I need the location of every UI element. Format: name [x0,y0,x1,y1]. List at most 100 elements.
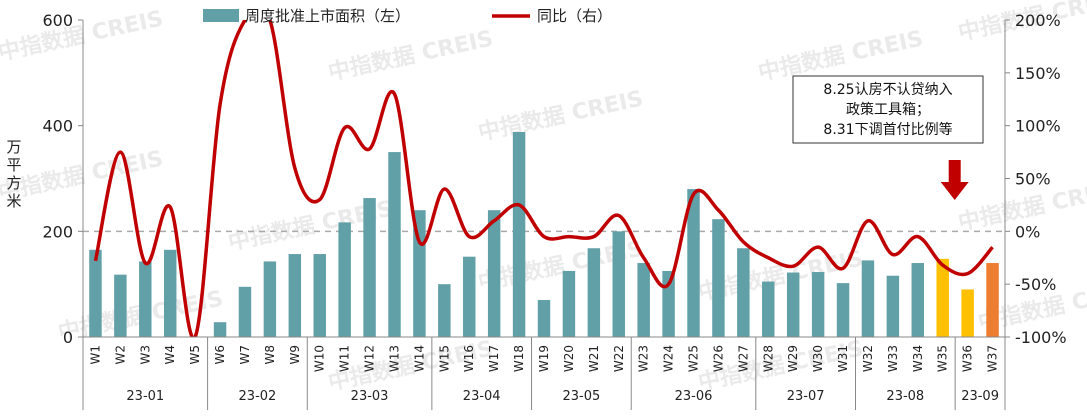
x-tick-label-W27: W27 [736,345,750,372]
bar-W7 [238,286,252,337]
bar-W30 [811,272,825,337]
bar-W2 [114,274,127,337]
bar-W20 [562,270,576,337]
bar-W28 [762,281,775,337]
bar-W4 [163,249,177,337]
month-label-23-08: 23-08 [886,389,924,404]
watermark-text: 中指数据 CREIS [326,26,496,86]
x-tick-label-W31: W31 [836,345,850,372]
bar-W16 [463,256,476,337]
bar-W25 [687,189,700,337]
bar-W11 [338,222,351,337]
bar-W27 [737,248,750,337]
legend-line-label: 同比（右） [537,7,612,25]
legend: 周度批准上市面积（左） 同比（右） [203,7,612,25]
bar-series [89,132,999,337]
x-tick-label-W30: W30 [811,345,825,372]
x-tick-label-W12: W12 [363,345,377,372]
bar-W32 [861,260,875,337]
axes: 0 200 400 600 -100% -50% 0% 50% 100% 150% 200% 万平方米… [6,11,1067,410]
bar-W35 [936,258,949,337]
x-tick-label-W36: W36 [961,345,975,372]
y-left-axis-label: 万平方米 [6,138,21,210]
y-left-tick-label: 200 [42,222,73,241]
annotation-line: 8.31下调首付比例等 [823,121,952,138]
bar-W31 [836,283,850,337]
bar-W18 [512,132,526,337]
y-right-tick-label: 50% [1015,170,1051,189]
bar-W15 [438,284,451,337]
bar-W10 [313,254,326,337]
x-tick-label-W17: W17 [487,345,501,372]
bar-W26 [712,219,725,337]
y-right-tick-label: 0% [1015,222,1040,241]
month-label-23-07: 23-07 [787,389,825,404]
bar-W1 [89,249,102,337]
bar-W3 [139,261,152,337]
bar-W12 [363,198,376,337]
bar-W36 [961,289,974,337]
x-tick-label-W13: W13 [387,345,401,372]
x-tick-label-W18: W18 [512,345,526,372]
x-tick-label-W26: W26 [711,345,725,372]
x-tick-label-W5: W5 [188,345,202,365]
month-label-23-09: 23-09 [961,389,999,404]
bar-W17 [487,210,501,337]
y-right-tick-label: 100% [1015,117,1061,136]
month-label-23-02: 23-02 [239,389,277,404]
x-tick-label-W21: W21 [587,345,601,372]
x-tick-label-W6: W6 [213,345,227,365]
line-series [93,20,994,337]
x-tick-label-W23: W23 [637,345,651,372]
annotation-line: 政策工具箱； [846,101,930,118]
x-tick-label-W37: W37 [986,345,1000,372]
bar-W37 [986,263,999,337]
x-tick-label-W1: W1 [88,345,102,365]
x-tick-label-W2: W2 [113,345,127,365]
bar-W33 [886,275,900,337]
y-left-axis-label-text: 万平方米 [6,138,21,210]
x-tick-label-W11: W11 [338,345,352,372]
x-tick-label-W16: W16 [462,345,476,372]
x-tick-label-W9: W9 [288,345,302,365]
bar-W14 [413,210,426,337]
x-tick-label-W4: W4 [163,345,177,365]
x-tick-label-W10: W10 [313,345,327,372]
bar-W6 [213,322,227,337]
month-label-23-06: 23-06 [675,389,713,404]
month-label-23-01: 23-01 [126,389,164,404]
y-left-tick-label: 400 [42,117,73,136]
annotation-line: 8.25认房不认贷纳入 [823,82,952,98]
x-tick-label-W7: W7 [238,345,252,365]
bar-W9 [288,254,302,337]
bar-W29 [786,272,800,337]
yoy-line [93,20,994,337]
legend-bar-label: 周度批准上市面积（左） [245,7,410,25]
bar-W34 [911,263,925,337]
x-tick-label-W28: W28 [761,345,775,372]
bar-W8 [263,261,277,337]
y-right-tick-label: 150% [1015,64,1061,83]
bar-W22 [612,231,625,337]
month-label-23-05: 23-05 [562,389,600,404]
x-tick-label-W34: W34 [911,345,925,372]
x-tick-label-W3: W3 [138,345,152,365]
watermark-text: 中指数据 CREIS [476,86,646,146]
month-label-23-04: 23-04 [463,389,501,404]
x-tick-label-W19: W19 [537,345,551,372]
x-tick-label-W15: W15 [437,345,451,372]
x-tick-label-W29: W29 [786,345,800,372]
x-tick-label-W33: W33 [886,345,900,372]
y-right-tick-label: 200% [1015,11,1061,30]
month-label-23-03: 23-03 [351,389,389,404]
annotation-box [792,75,984,144]
bar-W23 [637,263,650,337]
bar-W19 [537,300,551,337]
x-tick-label-W8: W8 [263,345,277,365]
x-tick-label-W25: W25 [687,345,701,372]
y-right-tick-label: -50% [1015,275,1056,294]
x-tick-label-W22: W22 [612,345,626,372]
